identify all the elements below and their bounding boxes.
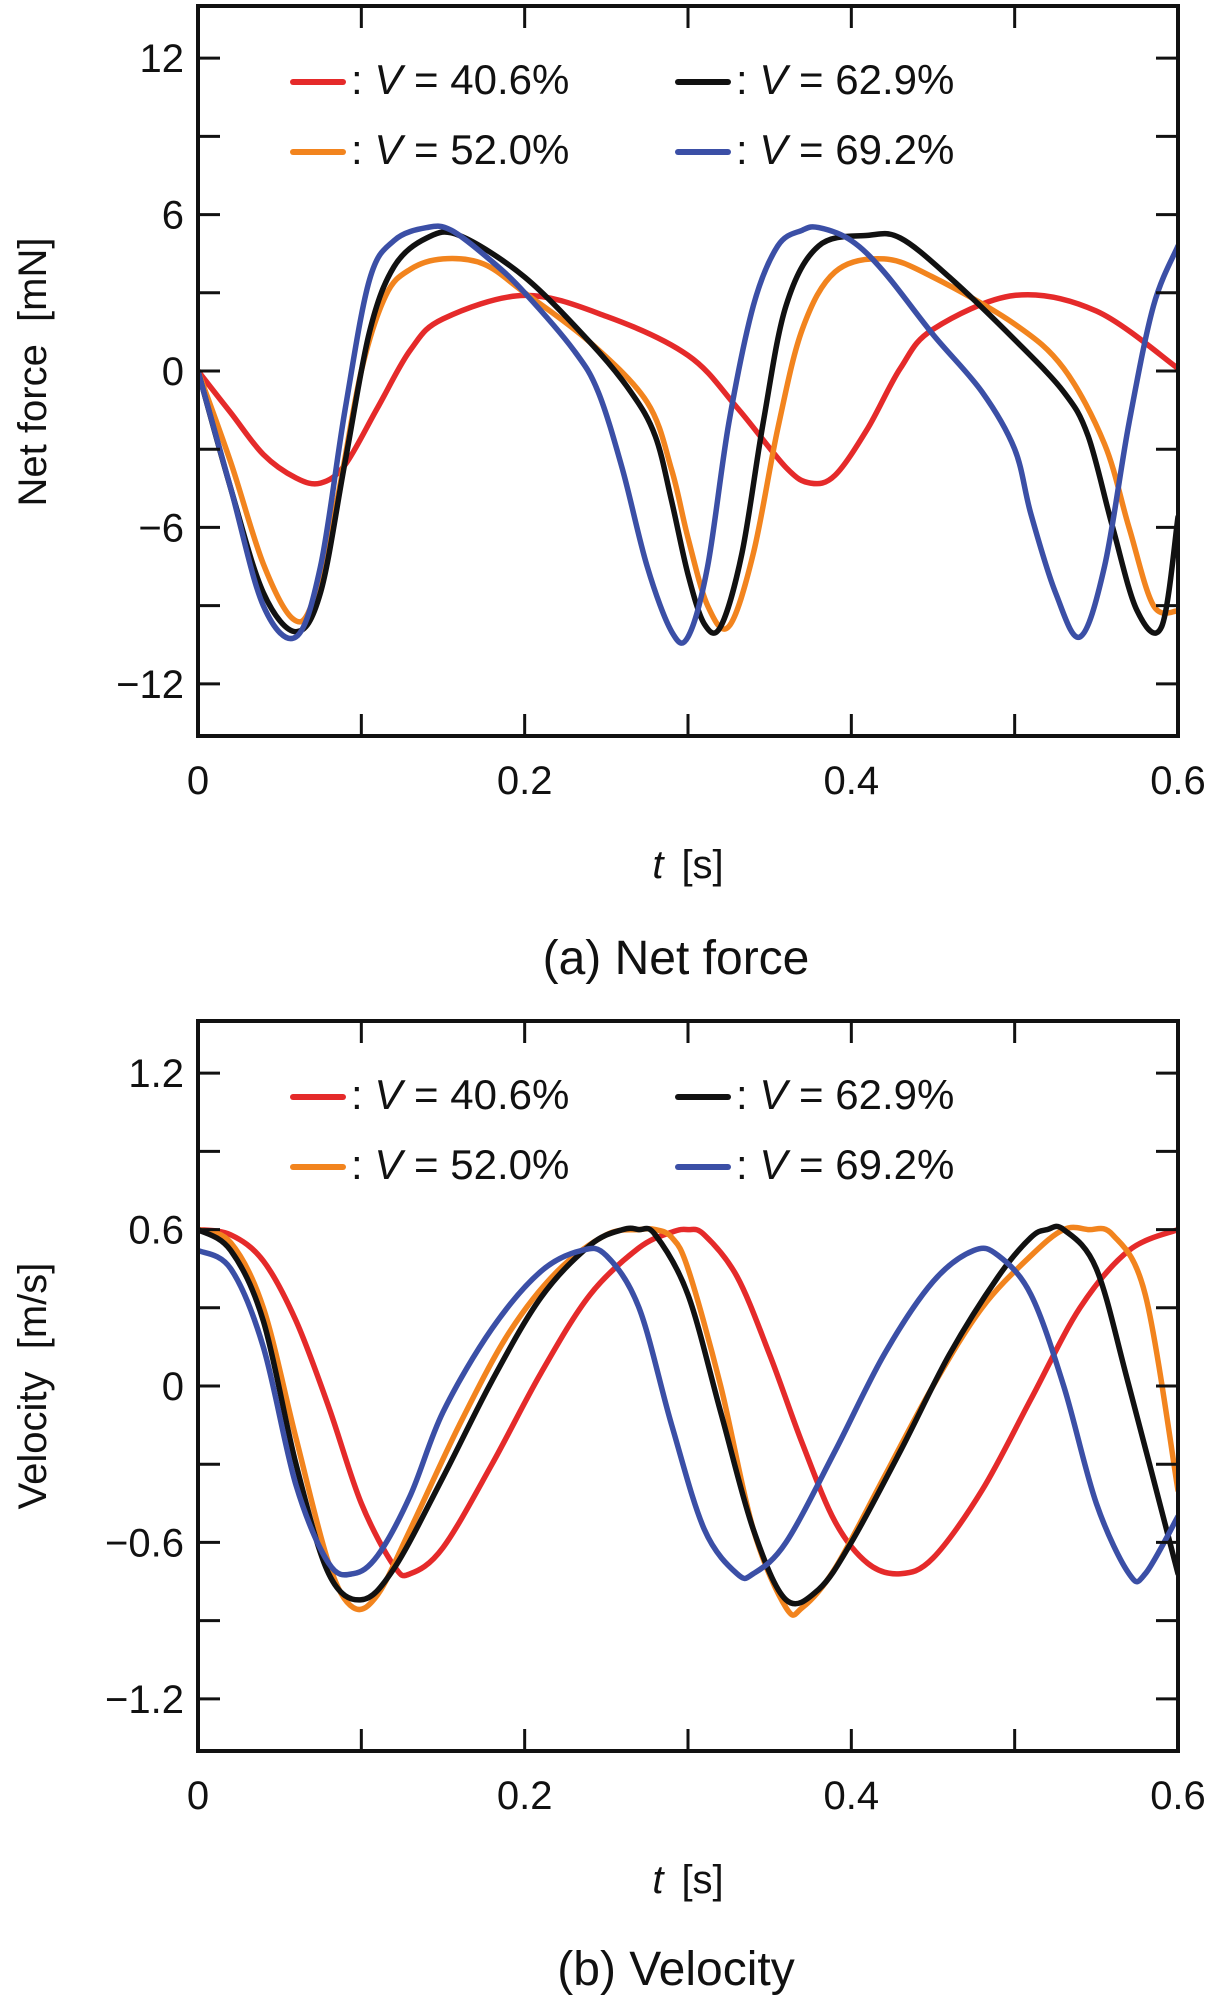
net-force-y-tick-label: 0 — [162, 350, 184, 394]
velocity-legend-label-3: : V = 62.9% — [736, 1071, 954, 1118]
velocity-series-line-1 — [198, 1226, 1178, 1579]
net-force-legend-label-1: : V = 40.6% — [351, 56, 569, 103]
net-force-x-axis-title: t [s] — [652, 843, 723, 887]
velocity-plot-frame — [196, 1019, 1180, 1753]
velocity-legend-label-2: : V = 52.0% — [351, 1141, 569, 1188]
velocity-x-tick-label: 0 — [187, 1774, 209, 1818]
net-force-legend-label-3: : V = 62.9% — [736, 56, 954, 103]
velocity-series-line-2 — [198, 1224, 1178, 1618]
net-force-x-tick-label: 0.6 — [1150, 759, 1206, 803]
net-force-x-tick-label: 0.4 — [824, 759, 880, 803]
velocity-y-tick-label: −1.2 — [105, 1678, 184, 1722]
velocity-y-tick-label: 0.6 — [128, 1209, 184, 1253]
net-force-y-axis-title: Net force [mN] — [11, 238, 55, 507]
net-force-caption: (a) Net force — [543, 932, 810, 985]
velocity-x-tick-label: 0.4 — [824, 1774, 880, 1818]
net-force-legend-label-2: : V = 52.0% — [351, 126, 569, 173]
velocity-y-tick-label: 0 — [162, 1365, 184, 1409]
net-force-x-tick-label: 0.2 — [497, 759, 553, 803]
net-force-plot-frame — [196, 4, 1180, 738]
velocity-x-tick-label: 0.2 — [497, 1774, 553, 1818]
velocity-y-axis-title: Velocity [m/s] — [11, 1263, 55, 1510]
velocity-series-line-4 — [198, 1245, 1178, 1585]
velocity-legend-label-4: : V = 69.2% — [736, 1141, 954, 1188]
net-force-series-line-4 — [198, 223, 1178, 646]
net-force-y-tick-label: −12 — [116, 663, 184, 707]
net-force-y-tick-label: 6 — [162, 194, 184, 238]
net-force-x-tick-label: 0 — [187, 759, 209, 803]
velocity-y-tick-label: 1.2 — [128, 1052, 184, 1096]
net-force-y-tick-label: 12 — [140, 37, 185, 81]
velocity-x-axis-title: t [s] — [652, 1858, 723, 1902]
net-force-panel: 0 0.2 0.4 0.6 12 6 0 −6 −12 : V = 40.6% : V = 52.… — [11, 4, 1206, 985]
net-force-y-tick-label: −6 — [138, 506, 184, 550]
net-force-series-line-1 — [198, 291, 1178, 487]
velocity-caption: (b) Velocity — [557, 1943, 794, 1996]
velocity-x-tick-label: 0.6 — [1150, 1774, 1206, 1818]
velocity-series-line-3 — [198, 1223, 1178, 1607]
velocity-y-tick-label: −0.6 — [105, 1521, 184, 1565]
velocity-legend-label-1: : V = 40.6% — [351, 1071, 569, 1118]
net-force-series-line-3 — [198, 229, 1178, 636]
velocity-panel: 0 0.2 0.4 0.6 1.2 0.6 0 −0.6 −1.2 : V = 40.6% : V… — [11, 1019, 1206, 1996]
net-force-legend-label-4: : V = 69.2% — [736, 126, 954, 173]
